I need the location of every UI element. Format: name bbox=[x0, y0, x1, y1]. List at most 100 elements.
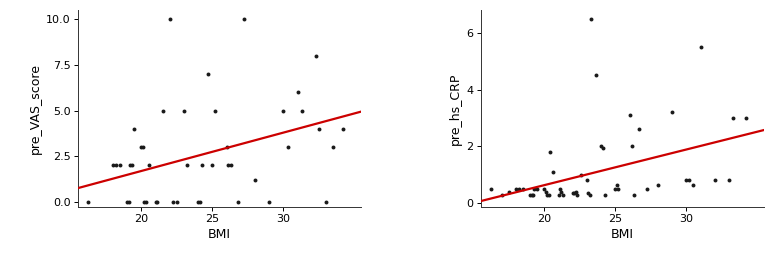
Point bbox=[164, 17, 176, 22]
Point bbox=[542, 193, 555, 197]
Point bbox=[167, 200, 179, 204]
Point bbox=[688, 183, 700, 187]
Point bbox=[571, 193, 584, 197]
Point bbox=[171, 200, 183, 204]
Point bbox=[640, 187, 653, 191]
Point bbox=[652, 183, 664, 187]
Point bbox=[554, 187, 566, 191]
Point bbox=[541, 193, 553, 197]
Y-axis label: pre_VAS_score: pre_VAS_score bbox=[29, 63, 42, 154]
Point bbox=[599, 193, 611, 197]
Point bbox=[150, 200, 162, 204]
Point bbox=[531, 187, 543, 191]
Y-axis label: pre_hs_CRP: pre_hs_CRP bbox=[449, 73, 462, 145]
Point bbox=[580, 178, 593, 183]
Point bbox=[282, 145, 294, 149]
Point bbox=[666, 110, 678, 114]
Point bbox=[626, 144, 639, 148]
Point bbox=[232, 200, 244, 204]
Point bbox=[138, 200, 151, 204]
Point bbox=[296, 109, 308, 113]
Point bbox=[125, 163, 137, 167]
Point bbox=[628, 193, 640, 197]
Text: A: A bbox=[35, 0, 46, 2]
Point bbox=[740, 116, 752, 120]
Point bbox=[553, 193, 565, 197]
Point bbox=[193, 200, 206, 204]
Point bbox=[525, 193, 538, 197]
Point bbox=[291, 90, 303, 94]
Point bbox=[524, 193, 536, 197]
Point bbox=[683, 178, 695, 183]
Point bbox=[192, 200, 204, 204]
Point bbox=[123, 200, 135, 204]
Point bbox=[135, 145, 147, 149]
Point bbox=[566, 191, 579, 195]
Point bbox=[222, 163, 234, 167]
Point bbox=[595, 144, 608, 148]
Point bbox=[220, 145, 233, 149]
Point bbox=[556, 190, 568, 194]
Point bbox=[727, 116, 740, 120]
Point bbox=[263, 200, 275, 204]
Point bbox=[544, 150, 556, 154]
Point bbox=[539, 187, 551, 191]
Point bbox=[142, 163, 154, 167]
Point bbox=[249, 178, 262, 182]
Point bbox=[568, 191, 580, 195]
Point bbox=[151, 200, 163, 204]
Point bbox=[313, 127, 325, 131]
Point bbox=[310, 54, 322, 58]
Point bbox=[547, 170, 559, 174]
Point bbox=[589, 73, 601, 78]
Point bbox=[137, 145, 149, 149]
X-axis label: BMI: BMI bbox=[208, 228, 231, 241]
Point bbox=[539, 190, 552, 194]
Point bbox=[570, 190, 582, 194]
Point bbox=[584, 193, 596, 197]
Point bbox=[517, 187, 529, 191]
Point bbox=[513, 187, 525, 191]
Point bbox=[510, 187, 522, 191]
Point bbox=[527, 193, 539, 197]
Point bbox=[484, 187, 497, 191]
Point bbox=[585, 17, 598, 21]
Point bbox=[140, 200, 152, 204]
Point bbox=[206, 163, 219, 167]
Point bbox=[107, 163, 120, 167]
Point bbox=[503, 190, 515, 194]
Point bbox=[209, 109, 221, 113]
Point bbox=[708, 178, 721, 183]
Point bbox=[337, 127, 349, 131]
Point bbox=[623, 113, 636, 117]
Point bbox=[237, 17, 250, 22]
Point bbox=[124, 163, 137, 167]
Point bbox=[224, 163, 237, 167]
Point bbox=[680, 178, 692, 183]
Point bbox=[528, 187, 541, 191]
Point bbox=[121, 200, 133, 204]
Point bbox=[609, 187, 622, 191]
Point bbox=[611, 183, 623, 187]
Point bbox=[181, 163, 193, 167]
Point bbox=[612, 187, 625, 191]
Point bbox=[496, 193, 508, 197]
Point bbox=[633, 127, 646, 131]
Point bbox=[277, 109, 289, 113]
Point bbox=[722, 178, 735, 183]
Point bbox=[114, 163, 126, 167]
Point bbox=[575, 173, 587, 177]
Point bbox=[202, 72, 214, 76]
Point bbox=[327, 145, 339, 149]
Point bbox=[320, 200, 332, 204]
Point bbox=[597, 146, 609, 150]
Point bbox=[196, 163, 209, 167]
Point bbox=[178, 109, 190, 113]
X-axis label: BMI: BMI bbox=[611, 228, 634, 241]
Point bbox=[128, 127, 140, 131]
Point bbox=[109, 163, 122, 167]
Point bbox=[157, 109, 169, 113]
Text: B: B bbox=[438, 0, 449, 2]
Point bbox=[556, 193, 569, 197]
Point bbox=[582, 191, 594, 195]
